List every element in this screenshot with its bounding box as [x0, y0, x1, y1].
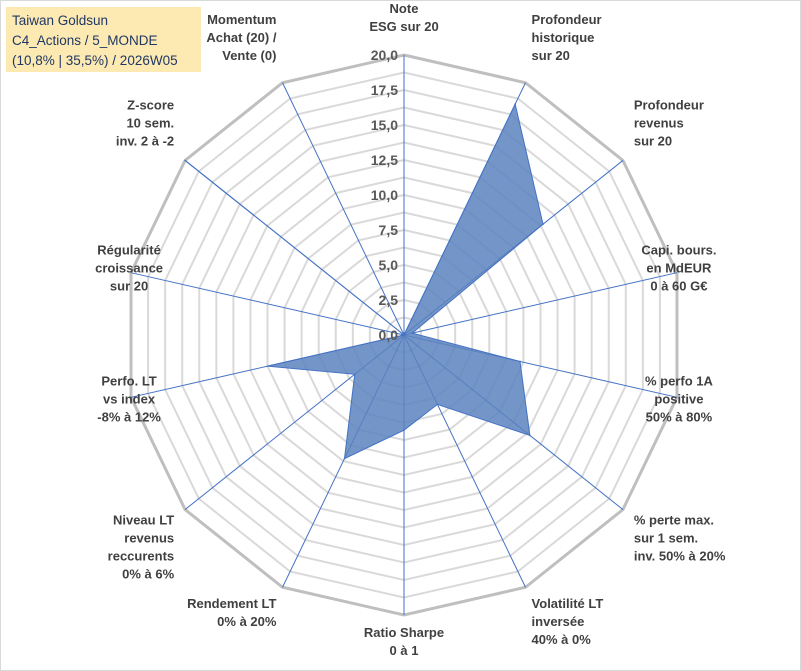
- tick-label-4: 10,0: [371, 187, 398, 203]
- data-point-6: [436, 403, 439, 406]
- axis-label-8: Rendement LT 0% à 20%: [187, 596, 277, 629]
- axis-label-6-line-2: 40% à 0%: [532, 632, 592, 647]
- tick-label-0: 0,0: [379, 327, 399, 343]
- axis-label-12-line-2: inv. 2 à -2: [116, 134, 174, 149]
- data-point-7: [403, 429, 405, 432]
- axis-label-1-line-0: Profondeur: [532, 12, 602, 27]
- axis-label-7: Ratio Sharpe 0 à 1: [364, 625, 444, 658]
- axis-label-3: Capi. bours. en MdEUR 0 à 60 G€: [641, 243, 716, 294]
- axis-label-2-line-0: Profondeur: [634, 98, 704, 113]
- axis-label-9-line-3: 0% à 6%: [122, 566, 174, 581]
- axis-label-4-line-0: % perfo 1A: [645, 373, 714, 388]
- data-point-12: [184, 159, 186, 162]
- axis-label-11: Régularité croissance sur 20: [95, 243, 163, 294]
- tick-label-6: 15,0: [371, 117, 398, 133]
- axis-label-0-line-0: Note: [390, 1, 419, 16]
- title-box: Taiwan Goldsun C4_Actions / 5_MONDE (10,…: [6, 7, 201, 72]
- axis-label-10: Perfo. LT vs index -8% à 12%: [97, 373, 161, 424]
- data-point-13: [403, 334, 405, 336]
- axis-label-4: % perfo 1A positive 50% à 80%: [645, 373, 714, 424]
- axis-label-13: Momentum Achat (20) / Vente (0): [206, 12, 276, 63]
- spoke-11: [130, 272, 405, 336]
- tick-label-2: 5,0: [379, 257, 399, 273]
- tick-label-3: 7,5: [379, 222, 399, 238]
- series-area: [184, 102, 544, 460]
- spoke-3: [403, 272, 678, 336]
- axis-label-11-line-1: croissance: [95, 261, 163, 276]
- title-line-3: (10,8% | 35,5%) / 2026W05: [12, 53, 178, 68]
- axis-label-12-line-0: Z-score: [127, 98, 174, 113]
- spoke-13: [282, 82, 405, 336]
- axis-label-1-line-1: historique: [532, 30, 595, 45]
- axis-label-11-line-2: sur 20: [110, 279, 148, 294]
- axis-label-8-line-1: 0% à 20%: [217, 614, 277, 629]
- axis-label-5-line-1: sur 1 sem.: [634, 530, 698, 545]
- axis-label-2-line-2: sur 20: [634, 134, 672, 149]
- axis-label-5-line-2: inv. 50% à 20%: [634, 548, 726, 563]
- title-line-1: Taiwan Goldsun: [12, 13, 109, 28]
- axis-label-9-line-0: Niveau LT: [113, 512, 174, 527]
- tick-label-1: 2,5: [379, 292, 399, 308]
- axis-label-13-line-1: Achat (20) /: [206, 30, 276, 45]
- axis-label-1-line-2: sur 20: [532, 48, 570, 63]
- data-point-9: [353, 373, 356, 376]
- data-point-4: [519, 360, 521, 363]
- data-point-3: [411, 332, 413, 334]
- axis-label-6-line-0: Volatilité LT: [532, 596, 604, 611]
- data-point-10: [266, 365, 269, 367]
- axis-label-9: Niveau LT revenus reccurents 0% à 6%: [108, 512, 175, 581]
- data-point-5: [529, 434, 531, 437]
- axis-label-10-line-0: Perfo. LT: [101, 373, 156, 388]
- title-line-2: C4_Actions / 5_MONDE: [12, 33, 158, 48]
- axis-label-11-line-0: Régularité: [97, 243, 161, 258]
- axis-label-1: Profondeur historique sur 20: [532, 12, 602, 63]
- axis-label-2-line-1: revenus: [634, 116, 684, 131]
- axis-label-7-line-1: 0 à 1: [390, 643, 419, 658]
- tick-label-5: 12,5: [371, 152, 398, 168]
- axis-label-0-line-1: ESG sur 20: [369, 19, 438, 34]
- data-point-2: [542, 223, 544, 225]
- axis-label-9-line-1: revenus: [124, 530, 174, 545]
- axis-label-6: Volatilité LT inversée 40% à 0%: [532, 596, 604, 647]
- axis-label-6-line-1: inversée: [532, 614, 585, 629]
- data-point-1: [514, 103, 516, 105]
- axis-label-7-line-0: Ratio Sharpe: [364, 625, 444, 640]
- axis-label-3-line-2: 0 à 60 G€: [650, 279, 707, 294]
- axis-label-0: Note ESG sur 20: [369, 1, 438, 34]
- axis-label-3-line-1: en MdEUR: [646, 261, 712, 276]
- axis-label-2: Profondeur revenus sur 20: [634, 98, 704, 149]
- axis-label-3-line-0: Capi. bours.: [641, 243, 716, 258]
- axis-label-10-line-1: vs index: [103, 391, 156, 406]
- axis-label-5-line-0: % perte max.: [634, 512, 714, 527]
- tick-label-7: 17,5: [371, 82, 398, 98]
- axis-label-4-line-1: positive: [654, 391, 703, 406]
- axis-label-13-line-2: Vente (0): [222, 48, 276, 63]
- axis-label-12: Z-score 10 sem. inv. 2 à -2: [116, 98, 174, 149]
- data-point-8: [343, 457, 346, 460]
- axis-label-9-line-2: reccurents: [108, 548, 174, 563]
- axis-label-4-line-2: 50% à 80%: [646, 409, 713, 424]
- axis-label-8-line-0: Rendement LT: [187, 596, 276, 611]
- axis-label-5: % perte max. sur 1 sem. inv. 50% à 20%: [634, 512, 726, 563]
- axis-label-10-line-2: -8% à 12%: [97, 409, 161, 424]
- axis-label-12-line-1: 10 sem.: [126, 116, 174, 131]
- axis-label-13-line-0: Momentum: [207, 12, 276, 27]
- tick-label-8: 20,0: [371, 47, 398, 63]
